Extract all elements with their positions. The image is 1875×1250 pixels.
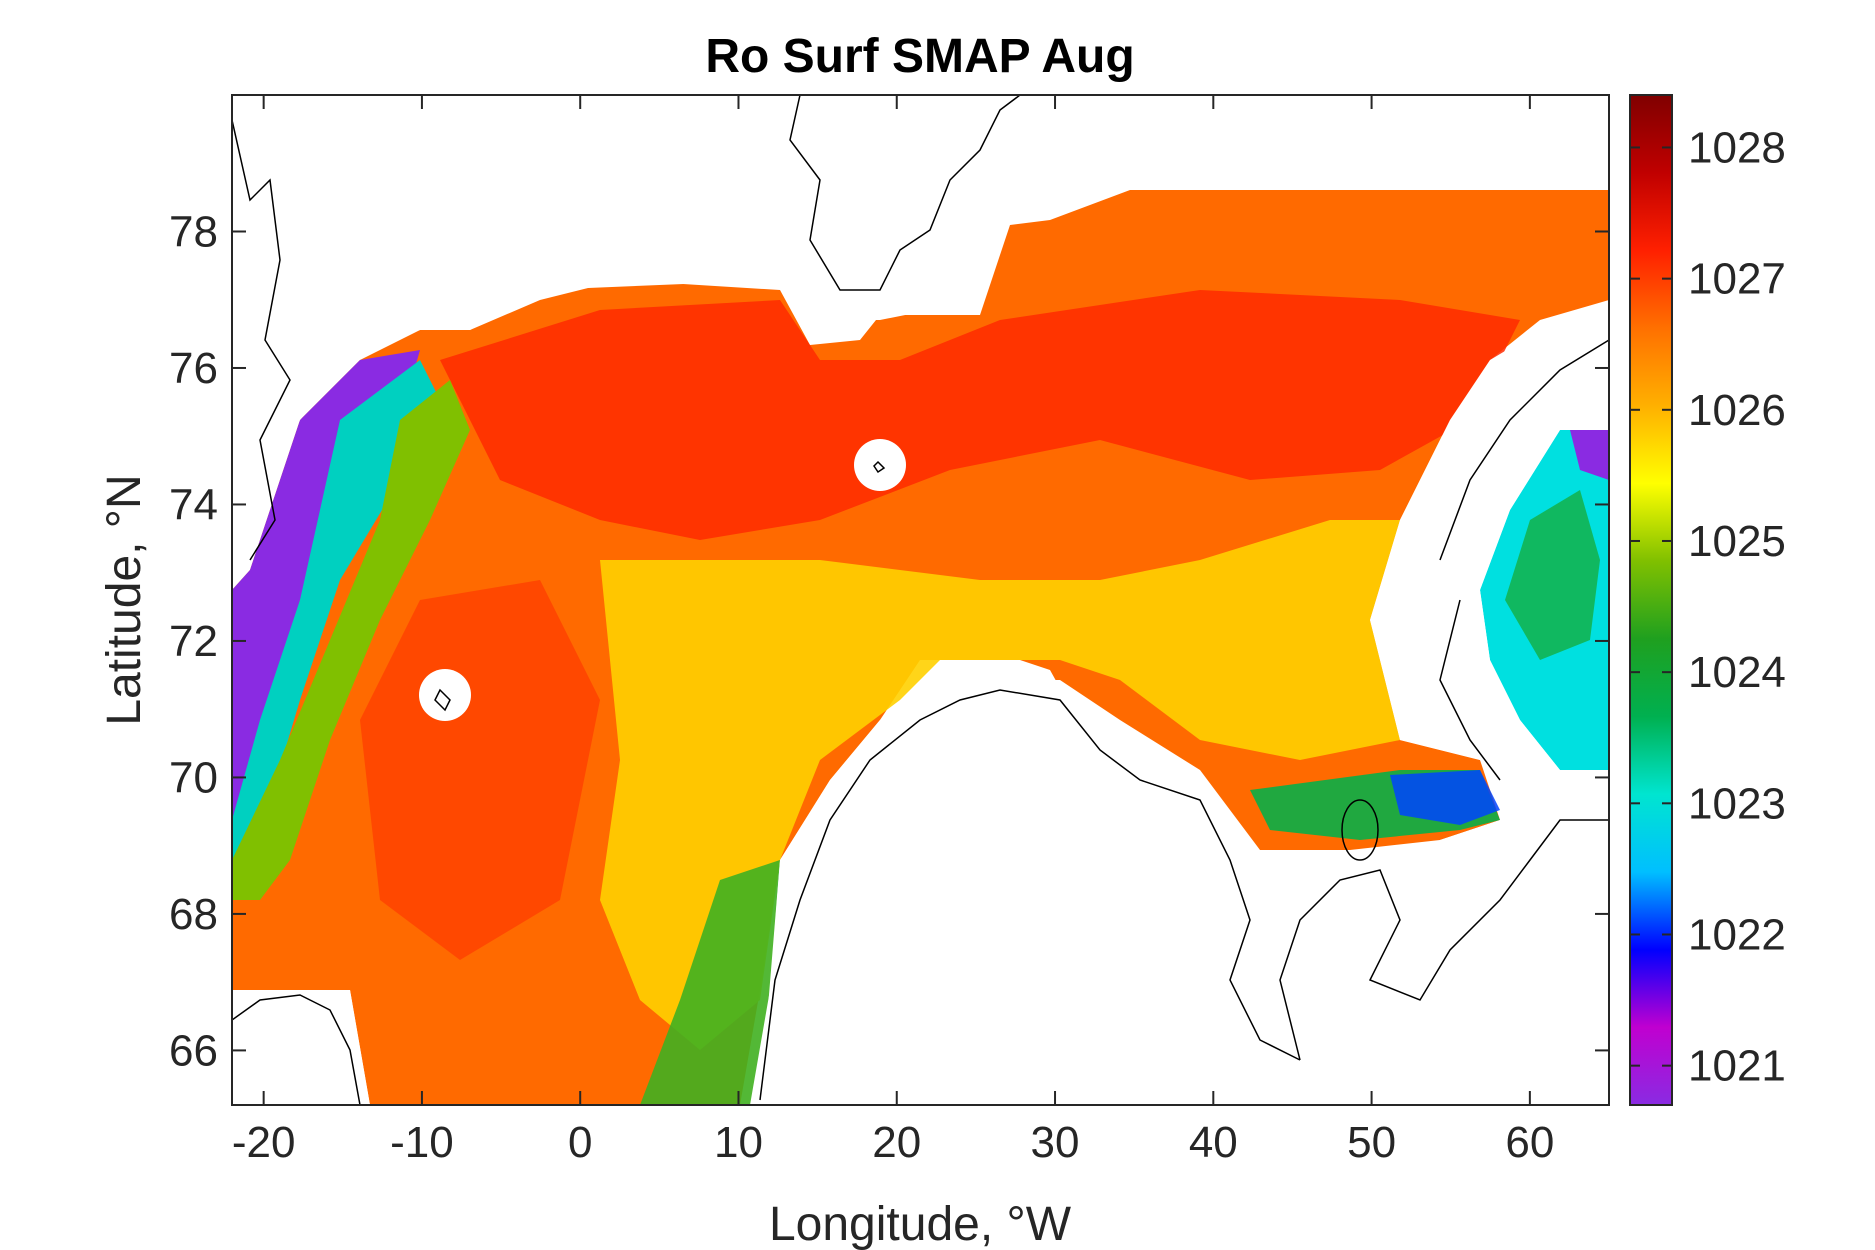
x-tick-label: 30 — [1031, 1118, 1080, 1167]
colorbar-tick-label: 1022 — [1688, 910, 1786, 959]
y-tick-label: 76 — [169, 344, 218, 393]
x-tick-label: -20 — [232, 1118, 296, 1167]
x-tick-label: 40 — [1189, 1118, 1238, 1167]
coastlines — [232, 95, 1609, 1105]
colorbar-tick-label: 1024 — [1688, 648, 1786, 697]
land-scandinavia — [760, 680, 1609, 1105]
coast-novaya-zemlya-south — [1439, 599, 1501, 781]
field-red-south — [360, 580, 600, 960]
y-tick-label: 66 — [169, 1026, 218, 1075]
colorbar-scale — [1629, 94, 1673, 1106]
y-tick-label: 74 — [169, 480, 218, 529]
x-axis: -20 -10 0 10 20 30 40 50 60 — [232, 95, 1554, 1167]
field-violet-east — [1570, 430, 1609, 480]
coast-jan-mayen — [434, 688, 451, 712]
field-green-pocket — [1505, 490, 1600, 660]
y-axis-label: Latitude, °N — [98, 474, 151, 725]
heatmap-field — [232, 95, 1609, 1105]
field-yellow-band — [600, 520, 1400, 1050]
colorbar: 1021 1022 1023 1024 1025 1026 1027 1028 — [1629, 94, 1786, 1106]
coast-greenland — [232, 119, 291, 561]
colorbar-tick-label: 1026 — [1688, 386, 1786, 435]
x-tick-label: 20 — [872, 1118, 921, 1167]
land-novaya-zemlya — [1370, 320, 1609, 850]
colorbar-tick-label: 1023 — [1688, 779, 1786, 828]
land-iceland — [232, 990, 370, 1105]
field-green-west — [232, 380, 470, 900]
coast-kola — [1279, 819, 1609, 1061]
plot-area: -20 -10 0 10 20 30 40 50 60 66 68 70 72 74 76 78 — [169, 94, 1610, 1167]
coast-bear-island — [873, 460, 886, 474]
x-tick-label: 0 — [568, 1118, 592, 1167]
land-north-blank — [232, 95, 1609, 570]
y-axis: 66 68 70 72 74 76 78 — [169, 207, 1609, 1075]
plot-frame — [231, 94, 1610, 1106]
y-tick-label: 72 — [169, 617, 218, 666]
x-axis-label: Longitude, °W — [769, 1198, 1072, 1250]
chart-title: Ro Surf SMAP Aug — [705, 30, 1134, 83]
coast-svalbard — [789, 95, 1021, 291]
field-blue-east — [1390, 770, 1500, 825]
coast-white-sea — [1341, 799, 1379, 861]
colorbar-tick-label: 1027 — [1688, 255, 1786, 304]
colorbar-ticks: 1021 1022 1023 1024 1025 1026 1027 1028 — [1630, 123, 1786, 1091]
x-tick-label: 10 — [714, 1118, 763, 1167]
field-green-south — [640, 860, 780, 1105]
coast-novaya-zemlya-west — [1439, 339, 1609, 561]
y-tick-label: 78 — [169, 207, 218, 256]
coast-iceland — [232, 994, 361, 1105]
y-tick-label: 68 — [169, 890, 218, 939]
y-tick-label: 70 — [169, 753, 218, 802]
x-tick-label: 50 — [1347, 1118, 1396, 1167]
colorbar-tick-label: 1025 — [1688, 517, 1786, 566]
colorbar-tick-label: 1028 — [1688, 123, 1786, 172]
coast-norway — [759, 689, 1301, 1101]
field-red-core — [440, 290, 1520, 540]
x-tick-label: -10 — [390, 1118, 454, 1167]
colorbar-tick-label: 1021 — [1688, 1042, 1786, 1091]
x-tick-label: 60 — [1505, 1118, 1554, 1167]
